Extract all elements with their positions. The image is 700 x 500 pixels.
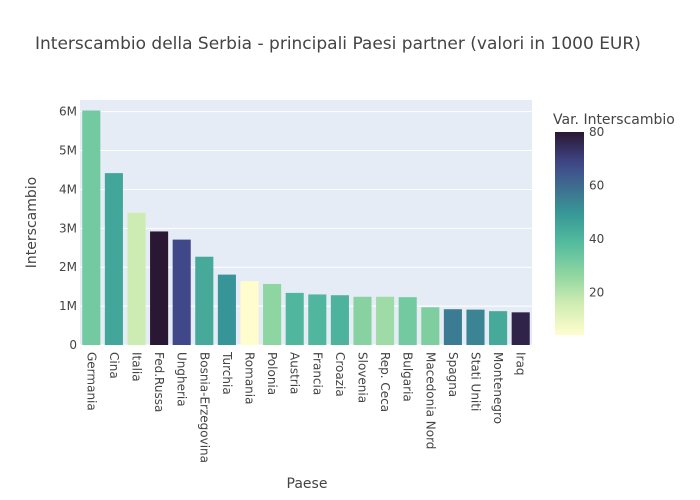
x-tick-label: Macedonia Nord <box>423 352 437 449</box>
bar-macedonia-nord[interactable] <box>421 307 440 345</box>
x-tick-label: Germania <box>84 352 98 411</box>
colorbar-ticks: 20 40 60 80 <box>589 125 604 299</box>
y-tick-label: 5M <box>59 144 77 158</box>
bar-cina[interactable] <box>104 173 123 345</box>
bar-montenegro[interactable] <box>489 311 508 345</box>
y-tick-label: 0 <box>69 338 77 352</box>
x-tick-label: Italia <box>130 352 144 382</box>
bar-iraq[interactable] <box>511 312 530 345</box>
colorbar <box>555 132 584 335</box>
bar-fed-russa[interactable] <box>150 231 169 345</box>
x-tick-label: Bosnia-Erzegovina <box>197 352 211 463</box>
x-tick-label: Stati Uniti <box>469 352 483 411</box>
bar-spagna[interactable] <box>443 309 462 345</box>
x-axis-ticks: Germania Cina Italia Fed.Russa Ungheria Bosni… <box>84 351 527 463</box>
bars <box>82 110 530 346</box>
x-tick-label: Spagna <box>446 352 460 397</box>
colorbar-tick-label: 20 <box>589 285 604 299</box>
bar-austria[interactable] <box>285 292 304 345</box>
bar-bosnia-erzegovina[interactable] <box>195 256 214 345</box>
colorbar-tick-label: 80 <box>589 125 604 139</box>
x-tick-label: Montenegro <box>491 352 505 424</box>
bar-ungheria[interactable] <box>172 239 191 345</box>
colorbar-tick-label: 40 <box>589 232 604 246</box>
y-tick-label: 6M <box>59 105 77 119</box>
bar-rep-ceca[interactable] <box>376 296 395 345</box>
bar-francia[interactable] <box>308 294 327 345</box>
colorbar-title: Var. Interscambio <box>553 112 675 128</box>
plot-background <box>80 100 532 345</box>
x-tick-label: Polonia <box>265 352 279 395</box>
y-axis-ticks: 0 1M 2M 3M 4M 5M 6M <box>59 105 77 352</box>
chart-title: Interscambio della Serbia - principali P… <box>35 34 641 54</box>
y-tick-label: 3M <box>59 221 77 235</box>
x-tick-label: Austria <box>288 352 302 394</box>
x-tick-label: Rep. Ceca <box>378 352 392 412</box>
x-tick-label: Ungheria <box>175 352 189 407</box>
bar-polonia[interactable] <box>263 283 282 345</box>
bar-bulgaria[interactable] <box>398 297 417 345</box>
bar-slovenia[interactable] <box>353 296 372 345</box>
bar-italia[interactable] <box>127 212 146 345</box>
bar-romania[interactable] <box>240 281 259 345</box>
x-tick-label: Cina <box>107 352 121 379</box>
y-tick-label: 1M <box>59 299 77 313</box>
y-tick-label: 4M <box>59 182 77 196</box>
x-tick-label: Fed.Russa <box>152 352 166 412</box>
bar-germania[interactable] <box>82 110 101 346</box>
x-tick-label: Romania <box>243 352 257 404</box>
y-tick-label: 2M <box>59 260 77 274</box>
bar-stati-uniti[interactable] <box>466 309 485 345</box>
x-tick-label: Francia <box>310 352 324 395</box>
x-tick-label: Slovenia <box>356 352 370 403</box>
x-tick-label: Bulgaria <box>401 352 415 402</box>
colorbar-tick-label: 60 <box>589 178 604 192</box>
bar-croazia[interactable] <box>330 295 349 345</box>
y-axis-title: Interscambio <box>24 177 40 268</box>
bar-turchia[interactable] <box>217 274 236 345</box>
x-tick-label: Croazia <box>333 352 347 397</box>
x-axis-title: Paese <box>287 476 328 492</box>
x-tick-label: Turchia <box>220 351 234 395</box>
x-tick-label: Iraq <box>514 352 528 375</box>
